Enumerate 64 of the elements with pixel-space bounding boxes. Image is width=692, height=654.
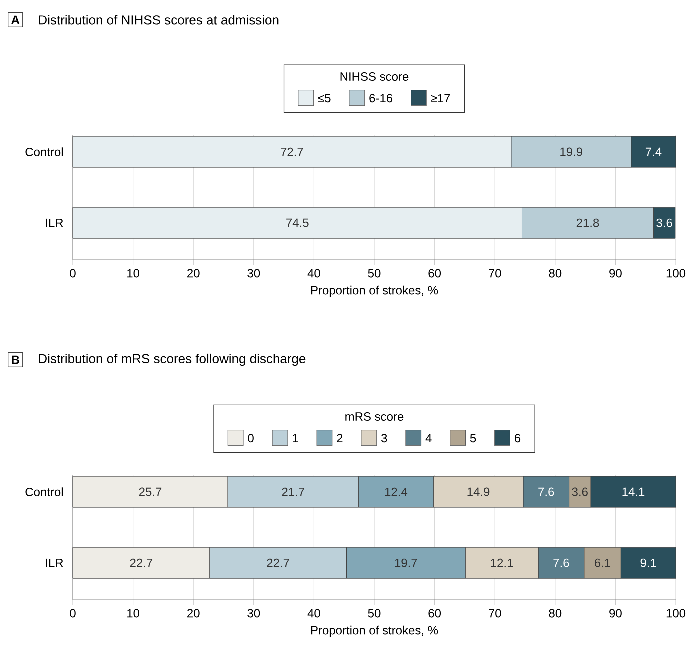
data-label: 3.6: [572, 488, 588, 496]
x-tick-label: 80: [549, 609, 562, 618]
legend-label: 0: [248, 434, 254, 443]
y-tick-label: ILR: [46, 218, 64, 228]
data-label: 21.8: [576, 218, 600, 228]
x-tick-label: 90: [610, 609, 622, 618]
legend-title: mRS score: [346, 412, 404, 422]
x-tick-label: 90: [610, 269, 622, 278]
data-label: 14.1: [622, 488, 645, 496]
chart-title: Distribution of mRS scores following discharge: [39, 354, 306, 366]
x-tick-label: 80: [549, 269, 562, 278]
data-label: 74.5: [286, 218, 309, 228]
data-label: 7.6: [554, 558, 570, 568]
legend-label: 6-16: [370, 94, 393, 103]
data-label: 19.7: [395, 558, 418, 568]
data-label: 7.6: [538, 488, 554, 496]
data-label: 3.6: [656, 218, 672, 228]
x-tick-label: 30: [248, 269, 260, 278]
x-tick-label: 0: [70, 609, 76, 618]
data-label: 25.7: [139, 488, 162, 496]
data-label: 22.7: [267, 558, 290, 568]
legend-label: ≤5: [318, 94, 331, 103]
x-tick-label: 40: [308, 269, 320, 278]
text: A: [12, 16, 20, 24]
data-label: 72.7: [281, 148, 304, 156]
legend-label: 1: [293, 434, 298, 443]
legend-label: 6: [515, 434, 521, 443]
x-axis-title: Proportion of strokes, %: [311, 286, 438, 298]
data-label: 9.1: [640, 558, 656, 568]
x-tick-label: 60: [428, 269, 442, 278]
x-tick-label: 100: [666, 609, 686, 618]
data-label: 6.1: [595, 558, 611, 568]
x-tick-label: 70: [489, 609, 502, 618]
data-label: 7.4: [646, 148, 662, 156]
data-label: 21.7: [282, 488, 304, 496]
y-tick-label: ILR: [46, 558, 64, 568]
x-tick-label: 60: [428, 609, 442, 618]
x-tick-label: 0: [70, 269, 76, 278]
x-tick-label: 40: [308, 609, 320, 618]
x-tick-label: 10: [128, 609, 140, 618]
x-axis-title: Proportion of strokes, %: [311, 626, 438, 638]
x-tick-label: 30: [248, 609, 260, 618]
legend-title: NIHSS score: [340, 72, 409, 82]
x-tick-label: 100: [666, 269, 686, 278]
data-label: 12.4: [385, 488, 408, 496]
legend-label: 5: [470, 434, 476, 443]
legend-label: 3: [382, 434, 388, 443]
y-tick-label: Control: [26, 148, 63, 156]
legend-label: 4: [426, 434, 432, 443]
data-label: 12.1: [491, 558, 514, 568]
data-label: 19.9: [560, 148, 582, 156]
x-tick-label: 70: [489, 269, 502, 278]
x-tick-label: 50: [368, 269, 381, 278]
legend-label: ≥17: [431, 94, 450, 102]
chart-title: Distribution of NIHSS scores at admission: [39, 15, 279, 25]
x-tick-label: 50: [368, 609, 381, 618]
data-label: 14.9: [468, 488, 490, 496]
legend-label: 2: [337, 434, 343, 443]
x-tick-label: 20: [188, 609, 200, 618]
text: B: [12, 356, 20, 364]
data-label: 22.7: [130, 558, 153, 568]
y-tick-label: Control: [26, 488, 63, 496]
x-tick-label: 20: [188, 269, 200, 278]
x-tick-label: 10: [128, 269, 140, 278]
